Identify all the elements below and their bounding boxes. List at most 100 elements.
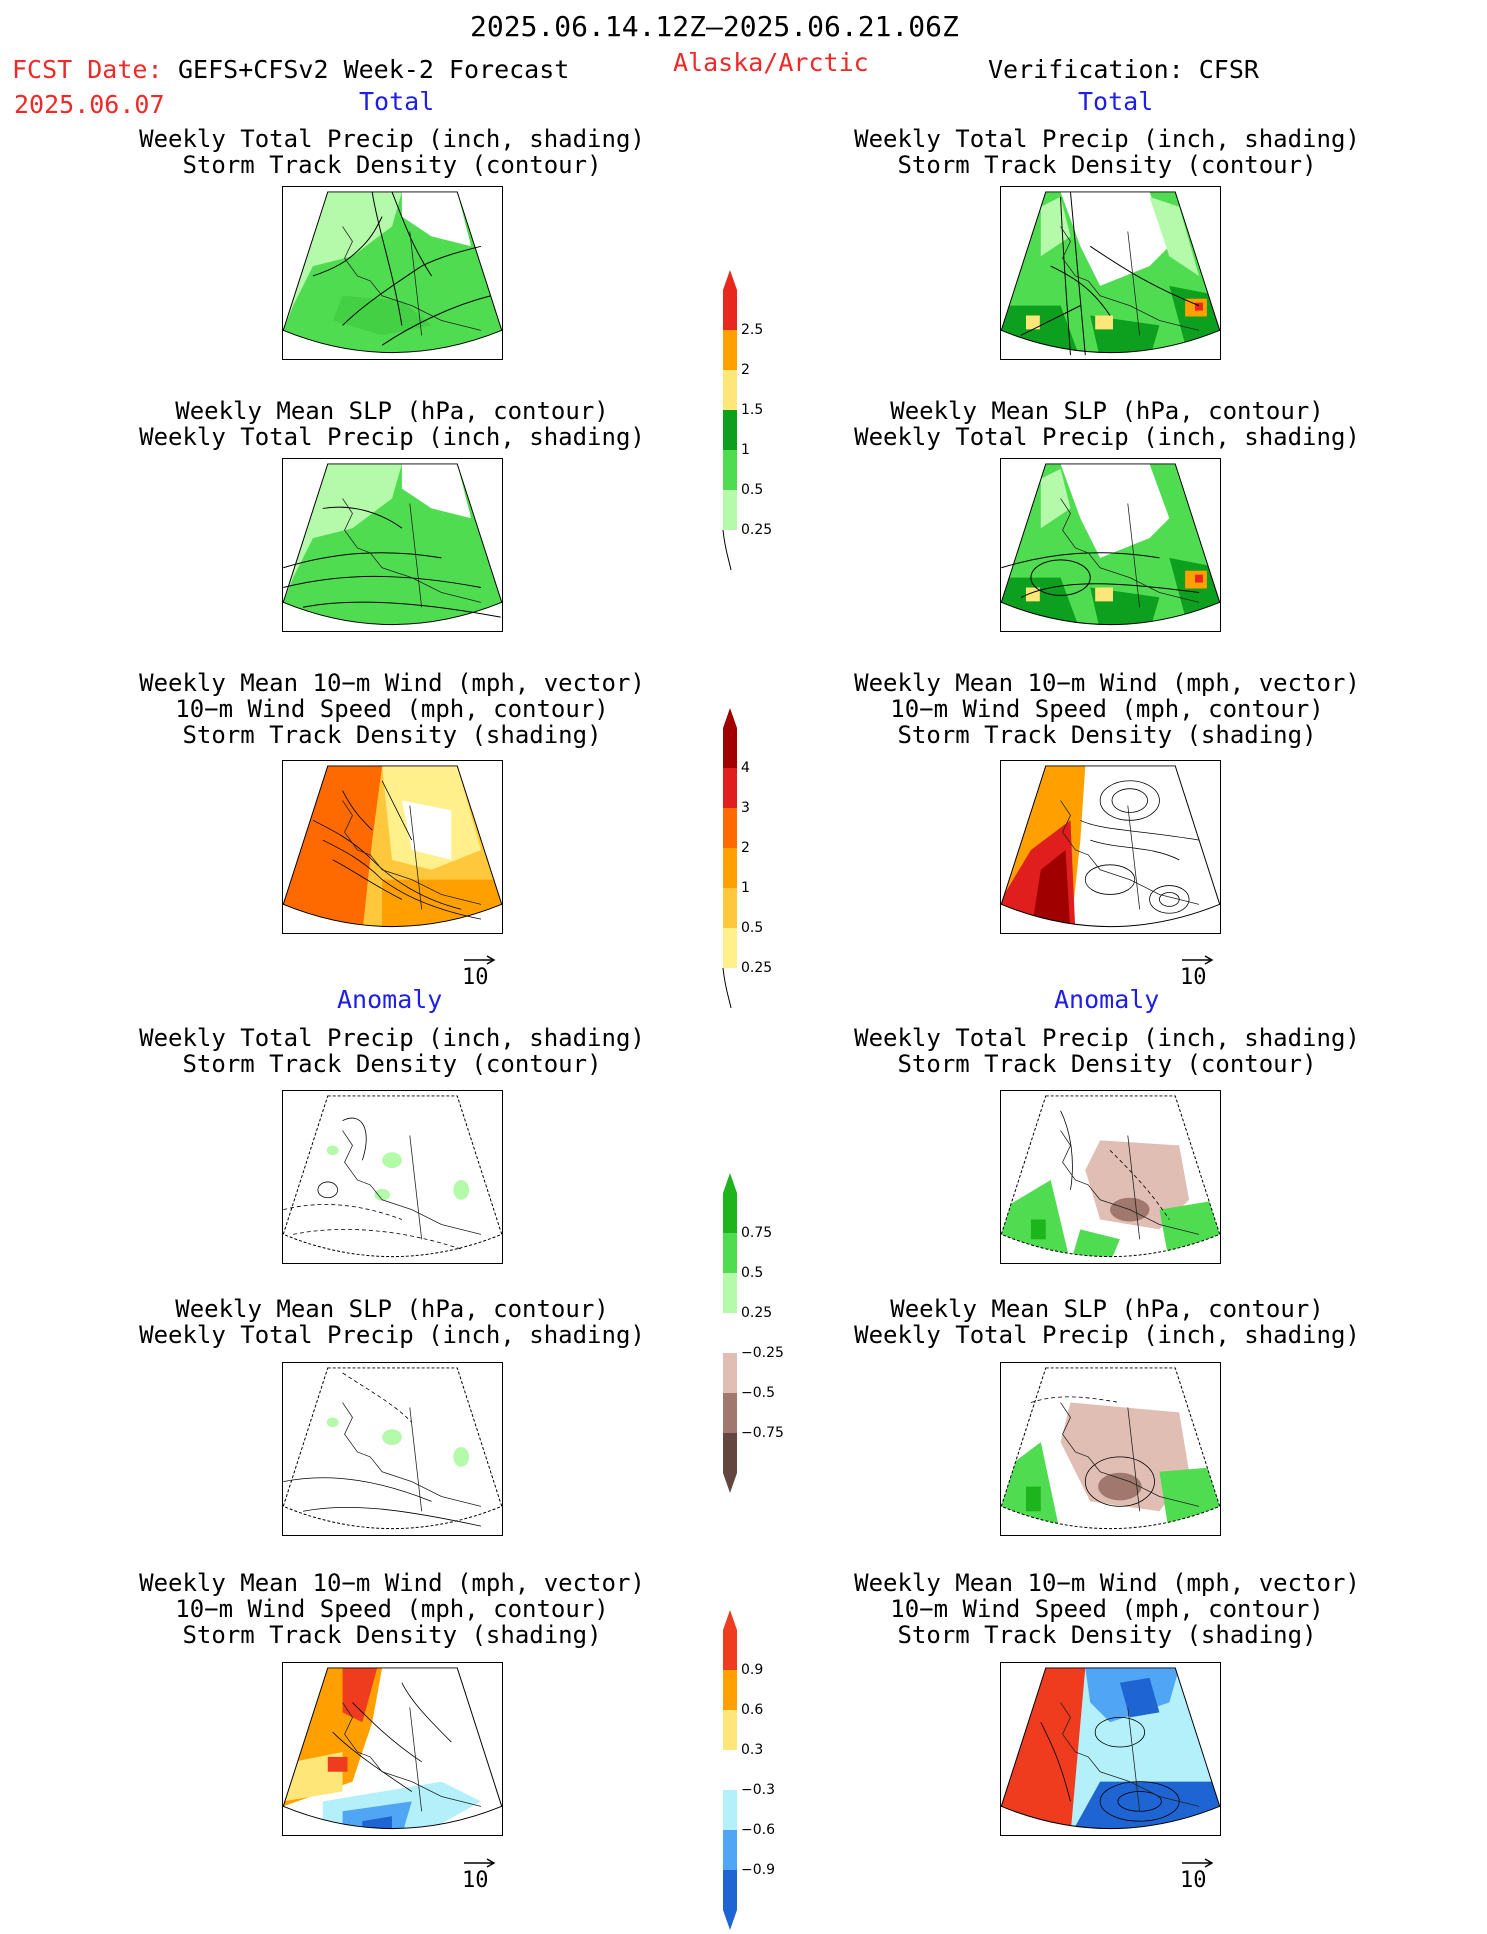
- colorbar-segment: [723, 1273, 737, 1313]
- map-slp-precip-anomaly-verification: [1000, 1362, 1221, 1536]
- vector-reference-anomaly-forecast: 10: [462, 1858, 498, 1893]
- colorbar-tick-label: 0.5: [741, 920, 764, 936]
- colorbar-storm-anomaly: 0.9 0.6 0.3 −0.3 −0.6 −0.9: [723, 1610, 813, 1934]
- colorbar-segment: [723, 1830, 737, 1870]
- title-slp-precip-total-verif: Weekly Mean SLP (hPa, contour) Weekly Tot…: [854, 397, 1360, 451]
- section-anomaly-right: Anomaly: [1054, 985, 1160, 1014]
- colorbar-tick-label: 0.3: [741, 1742, 764, 1758]
- colorbar-storm-total: 4 3 2 1 0.5 0.25: [722, 708, 813, 1009]
- section-total-right: Total: [1078, 87, 1154, 116]
- colorbar-tick-label: 0.25: [741, 1305, 773, 1321]
- vector-reference-total-forecast: 10: [462, 955, 498, 990]
- colorbar-segment: [723, 290, 737, 330]
- region-label: Alaska/Arctic: [673, 48, 869, 77]
- title-precip-storm-anom-fcst: Weekly Total Precip (inch, shading) Storm…: [139, 1024, 645, 1078]
- colorbar-segment: [723, 1313, 737, 1353]
- colorbar-tick-label: −0.75: [741, 1425, 784, 1441]
- colorbar-tick-label: 2: [741, 840, 750, 856]
- colorbar-tick-label: 1.5: [741, 402, 764, 418]
- colorbar-tick-label: −0.9: [741, 1862, 775, 1878]
- fcst-label: FCST Date:: [12, 55, 163, 84]
- verification-label: Verification: CFSR: [988, 55, 1259, 84]
- colorbar-tick-label: 1: [741, 442, 750, 458]
- colorbar-tail: [722, 529, 732, 571]
- title-wind-storm-anom-verif: Weekly Mean 10−m Wind (mph, vector) 10−m …: [854, 1569, 1360, 1649]
- title-wind-storm-total-verif: Weekly Mean 10−m Wind (mph, vector) 10−m …: [854, 669, 1360, 749]
- colorbar-segment: [723, 1393, 737, 1433]
- colorbar-arrow-top: [723, 1173, 737, 1193]
- colorbar-precip-total: 2.5 2 1.5 1 0.5 0.25: [722, 270, 813, 571]
- colorbar-tick-label: 2.5: [741, 322, 764, 338]
- colorbar-arrow-top: [723, 1610, 737, 1630]
- colorbar-segment: [723, 450, 737, 490]
- colorbar-tick-label: 4: [741, 760, 750, 776]
- colorbar-tick-label: −0.5: [741, 1385, 775, 1401]
- colorbar-segment: [723, 928, 737, 968]
- colorbar-segment: [723, 410, 737, 450]
- map-slp-precip-total-verification: [1000, 458, 1221, 632]
- colorbar-segment: [723, 848, 737, 888]
- colorbar-segment: [723, 330, 737, 370]
- map-wind-storm-total-forecast: [282, 760, 503, 934]
- colorbar-segment: [723, 1353, 737, 1393]
- arrow-right-icon: [1182, 955, 1214, 965]
- colorbar-segment: [723, 370, 737, 410]
- colorbar-segment: [723, 1710, 737, 1750]
- colorbar-tick-label: 0.5: [741, 1265, 764, 1281]
- map-precip-storm-total-forecast: [282, 186, 503, 360]
- colorbar-segment: [723, 1790, 737, 1830]
- title-wind-storm-total-fcst: Weekly Mean 10−m Wind (mph, vector) 10−m …: [139, 669, 645, 749]
- colorbar-segment: [723, 1870, 737, 1910]
- map-precip-storm-total-verification: [1000, 186, 1221, 360]
- arrow-right-icon: [464, 1858, 496, 1868]
- colorbar-segment: [723, 490, 737, 530]
- colorbar-arrow-top: [723, 270, 737, 290]
- colorbar-segment: [723, 768, 737, 808]
- colorbar-segment: [723, 1233, 737, 1273]
- colorbar-segment: [723, 888, 737, 928]
- title-precip-storm-total-verif: Weekly Total Precip (inch, shading) Storm…: [854, 125, 1360, 179]
- colorbar-segment: [723, 808, 737, 848]
- colorbar-arrow-bottom: [723, 1910, 737, 1930]
- colorbar-tick-label: 0.5: [741, 482, 764, 498]
- title-precip-storm-anom-verif: Weekly Total Precip (inch, shading) Storm…: [854, 1024, 1360, 1078]
- arrow-right-icon: [464, 955, 496, 965]
- section-total-left: Total: [359, 87, 435, 116]
- map-precip-storm-anomaly-verification: [1000, 1090, 1221, 1264]
- colorbar-segment: [723, 1750, 737, 1790]
- colorbar-tick-label: 2: [741, 362, 750, 378]
- map-slp-precip-total-forecast: [282, 458, 503, 632]
- model-name: GEFS+CFSv2 Week-2 Forecast: [178, 55, 570, 84]
- title-slp-precip-anom-fcst: Weekly Mean SLP (hPa, contour) Weekly Tot…: [139, 1295, 645, 1349]
- map-wind-storm-anomaly-forecast: [282, 1662, 503, 1836]
- vector-reference-total-verification: 10: [1180, 955, 1216, 990]
- colorbar-tick-label: 1: [741, 880, 750, 896]
- date-range-title: 2025.06.14.12Z–2025.06.21.06Z: [470, 10, 959, 43]
- colorbar-tick-label: −0.25: [741, 1345, 784, 1361]
- colorbar-tick-label: 0.6: [741, 1702, 764, 1718]
- colorbar-segment: [723, 1670, 737, 1710]
- colorbar-segment: [723, 1433, 737, 1473]
- colorbar-arrow-bottom: [723, 1473, 737, 1493]
- colorbar-segment: [723, 1630, 737, 1670]
- colorbar-tick-label: 0.25: [741, 960, 773, 976]
- colorbar-arrow-top: [723, 708, 737, 728]
- colorbar-tick-label: −0.6: [741, 1822, 775, 1838]
- fcst-date: 2025.06.07: [14, 90, 165, 119]
- vector-reference-anomaly-verification: 10: [1180, 1858, 1216, 1893]
- colorbar-segment: [723, 728, 737, 768]
- colorbar-precip-anomaly: 0.75 0.5 0.25 −0.25 −0.5 −0.75: [723, 1173, 813, 1497]
- colorbar-tick-label: 3: [741, 800, 750, 816]
- map-slp-precip-anomaly-forecast: [282, 1362, 503, 1536]
- map-wind-storm-total-verification: [1000, 760, 1221, 934]
- title-precip-storm-total-fcst: Weekly Total Precip (inch, shading) Storm…: [139, 125, 645, 179]
- title-slp-precip-total-fcst: Weekly Mean SLP (hPa, contour) Weekly Tot…: [139, 397, 645, 451]
- map-wind-storm-anomaly-verification: [1000, 1662, 1221, 1836]
- colorbar-tick-label: 0.75: [741, 1225, 773, 1241]
- colorbar-tick-label: −0.3: [741, 1782, 775, 1798]
- title-slp-precip-anom-verif: Weekly Mean SLP (hPa, contour) Weekly Tot…: [854, 1295, 1360, 1349]
- map-precip-storm-anomaly-forecast: [282, 1090, 503, 1264]
- colorbar-tick-label: 0.25: [741, 522, 773, 538]
- colorbar-segment: [723, 1193, 737, 1233]
- colorbar-tail: [722, 967, 732, 1009]
